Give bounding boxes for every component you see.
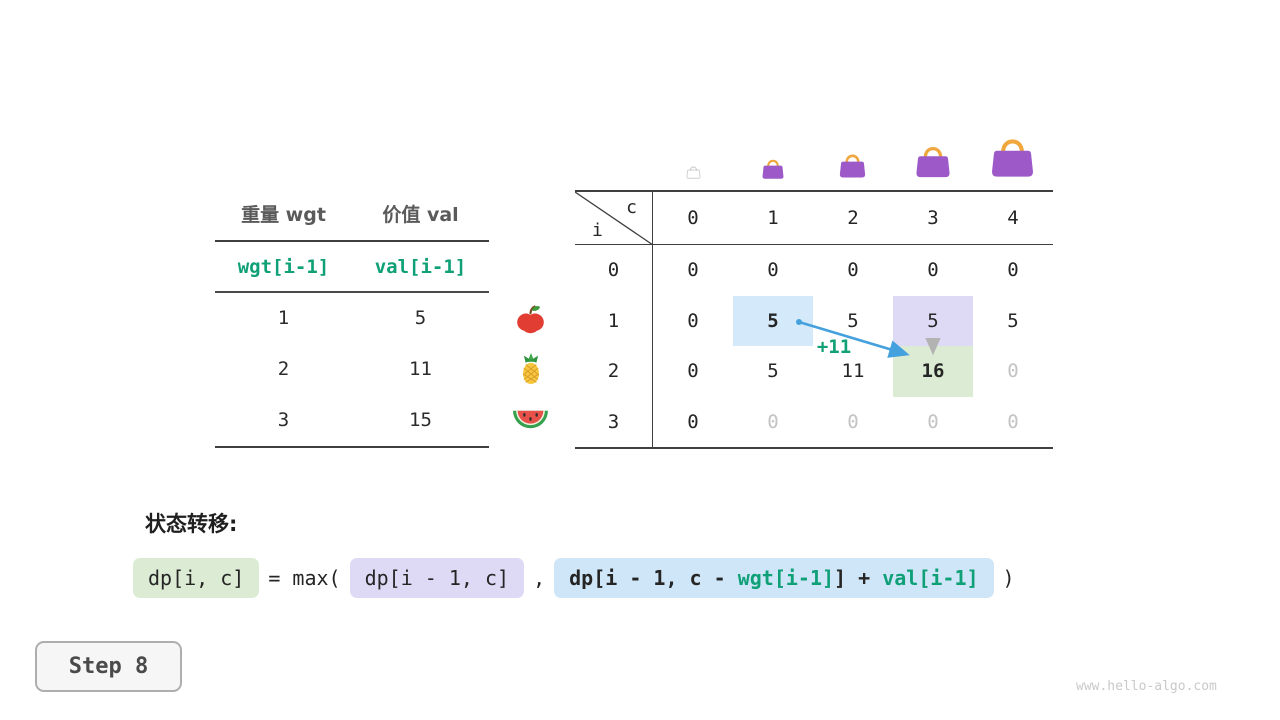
bag-xlarge-icon: [989, 132, 1036, 179]
dp-cell-r3-c0: 0: [687, 410, 699, 433]
dp-cell-r0-c2: 0: [847, 259, 859, 282]
value-column-header: 价值 val: [382, 203, 459, 226]
dp-row-header-3: 3: [575, 396, 653, 447]
dp-col-header-2: 2: [813, 192, 893, 245]
formula-arg2-mid: ] +: [834, 566, 883, 590]
dp-cell-r3-c3: 0: [927, 410, 939, 433]
formula-arg1-box: dp[i - 1, c]: [349, 558, 525, 598]
bag-ghost-icon: [686, 164, 701, 179]
formula-separator: ,: [533, 566, 546, 590]
dp-col-header-3: 3: [893, 192, 973, 245]
val-var-label: val[i-1]: [374, 255, 467, 278]
dp-cell-r2-c1: 5: [767, 360, 779, 383]
items-table-row-2: 2 11: [215, 344, 489, 395]
dp-cell-r0-c1: 0: [767, 259, 779, 282]
dp-col-header-4: 4: [973, 192, 1053, 245]
dp-cell-r3-c1: 0: [767, 410, 779, 433]
item2-weight: 2: [277, 358, 290, 380]
dp-cell-r1-c1-source: 5: [733, 295, 813, 346]
transition-formula: dp[i, c] = max( dp[i - 1, c] , dp[i - 1,…: [133, 558, 1015, 598]
state-transition-label: 状态转移:: [145, 512, 238, 536]
dp-cell-r0-c0: 0: [687, 259, 699, 282]
items-table-divider: [215, 291, 489, 293]
pineapple-icon: [515, 352, 547, 386]
dp-col-header-0: 0: [653, 192, 733, 245]
dp-cell-r1-c3-above: 5: [893, 295, 973, 346]
step-badge: Step 8: [35, 641, 182, 692]
bag-large-icon: [914, 141, 952, 179]
dp-cell-r2-c2: 11: [841, 360, 865, 383]
dp-cell-r0-c3: 0: [927, 259, 939, 282]
item3-value: 15: [409, 409, 432, 431]
dp-cell-r3-c2: 0: [847, 410, 859, 433]
dp-table: c i 0 1 2 3 4 0 0 0 0 0 0 1 0 5 5 5 5 2 …: [575, 190, 1053, 449]
item2-value: 11: [409, 358, 432, 380]
items-table-var-row: wgt[i-1] val[i-1]: [215, 242, 489, 291]
bag-small-icon: [761, 156, 785, 180]
capacity-axis-label: c: [626, 197, 637, 218]
dp-corner-cell: c i: [575, 192, 653, 245]
bag-medium-icon: [838, 150, 867, 179]
apple-icon: [514, 303, 547, 336]
formula-arg2-box: dp[i - 1, c - wgt[i-1]] + val[i-1]: [554, 558, 994, 598]
corner-diagonal-line: [575, 192, 653, 245]
formula-arg2-prefix: dp[i - 1, c -: [569, 566, 738, 590]
dp-cell-r0-c4: 0: [1007, 259, 1019, 282]
dp-cell-r2-c4: 0: [1007, 360, 1019, 383]
dp-cell-r2-c0: 0: [687, 360, 699, 383]
formula-arg2-val: val[i-1]: [882, 566, 979, 590]
item1-value: 5: [414, 307, 427, 329]
formula-lhs-box: dp[i, c]: [133, 558, 260, 598]
items-table-divider: [215, 445, 489, 448]
watermark: www.hello-algo.com: [1076, 679, 1217, 694]
item3-weight: 3: [277, 409, 290, 431]
items-table: 重量 wgt 价值 val wgt[i-1] val[i-1] 1 5 2 11…: [215, 186, 489, 448]
dp-cell-r1-c0: 0: [687, 309, 699, 332]
dp-cell-r3-c4: 0: [1007, 410, 1019, 433]
formula-closing-paren: ): [1002, 566, 1015, 590]
items-table-header-row: 重量 wgt 价值 val: [215, 186, 489, 240]
item1-weight: 1: [277, 307, 290, 329]
items-table-divider: [215, 240, 489, 242]
dp-col-header-1: 1: [733, 192, 813, 245]
dp-row-header-2: 2: [575, 346, 653, 397]
dp-row-header-1: 1: [575, 295, 653, 346]
dp-cell-r1-c4: 5: [1007, 309, 1019, 332]
dp-row-header-0: 0: [575, 245, 653, 296]
formula-arg2-wgt: wgt[i-1]: [737, 566, 835, 590]
dp-cell-r1-c2: 5: [847, 309, 859, 332]
wgt-var-label: wgt[i-1]: [237, 255, 330, 278]
weight-column-header: 重量 wgt: [241, 203, 326, 226]
watermelon-icon: [512, 406, 549, 434]
item-axis-label: i: [592, 220, 603, 241]
added-value-annotation: +11: [816, 336, 852, 358]
formula-operator: = max(: [268, 566, 341, 590]
dp-cell-r2-c3-current: 16: [893, 346, 973, 397]
items-table-row-1: 1 5: [215, 293, 489, 344]
items-table-row-3: 3 15: [215, 395, 489, 446]
